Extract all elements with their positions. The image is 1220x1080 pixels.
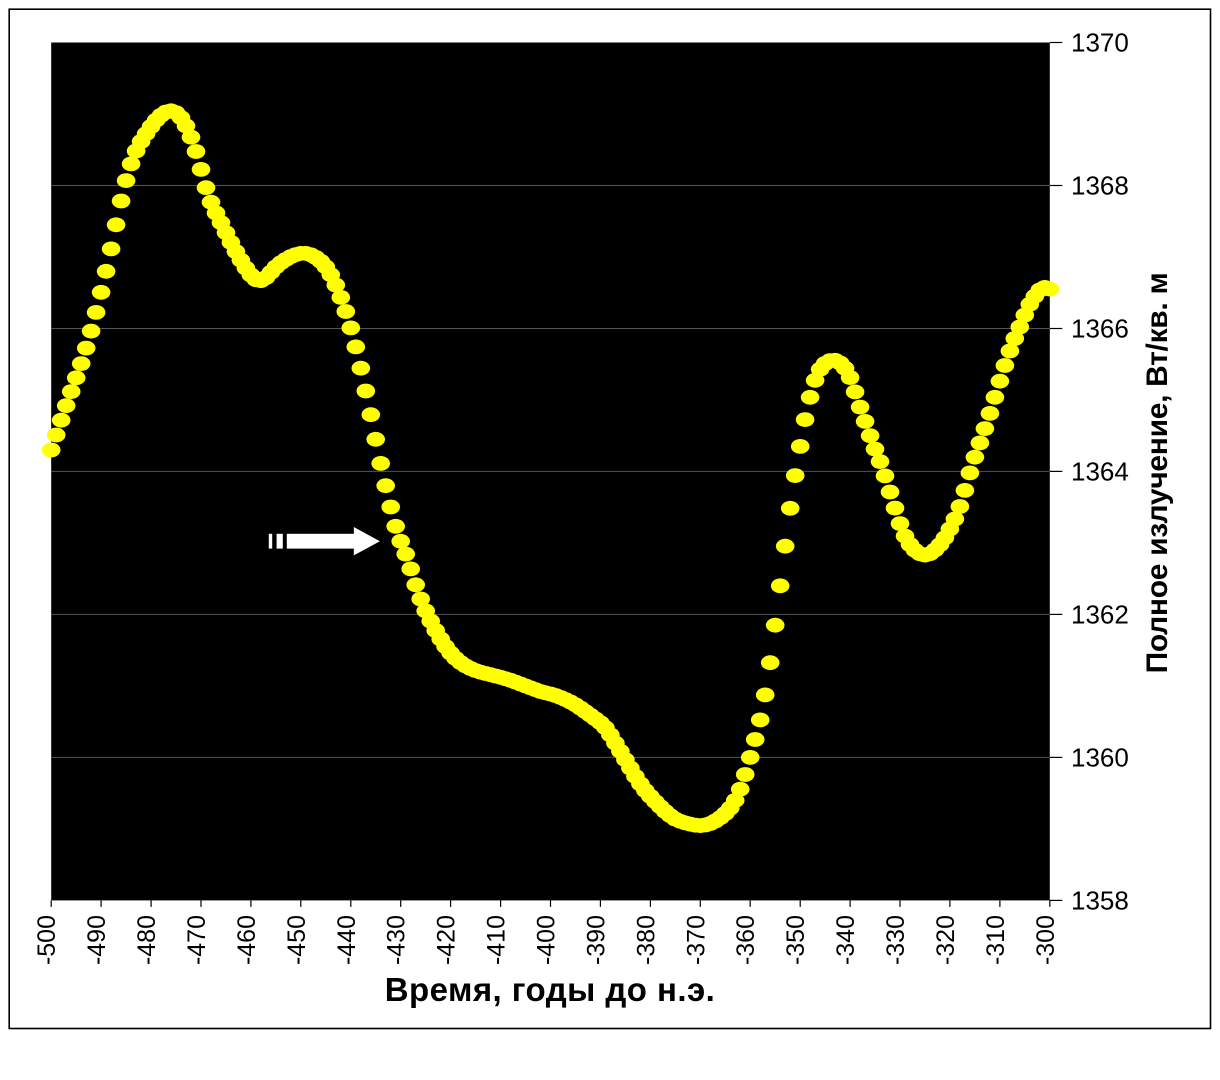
svg-text:-380: -380 (632, 915, 660, 965)
svg-text:-470: -470 (183, 915, 211, 965)
svg-text:-420: -420 (433, 915, 461, 965)
svg-text:1364: 1364 (1071, 456, 1129, 486)
svg-text:-440: -440 (333, 915, 361, 965)
svg-text:1370: 1370 (1071, 28, 1129, 58)
svg-text:-390: -390 (582, 915, 610, 965)
svg-text:-310: -310 (982, 915, 1010, 965)
svg-text:1358: 1358 (1071, 885, 1129, 915)
svg-text:-480: -480 (133, 915, 161, 965)
svg-text:1362: 1362 (1071, 599, 1129, 629)
svg-text:-400: -400 (533, 915, 561, 965)
svg-text:-360: -360 (732, 915, 760, 965)
svg-text:-500: -500 (33, 915, 61, 965)
svg-text:-340: -340 (832, 915, 860, 965)
svg-text:-450: -450 (283, 915, 311, 965)
svg-text:1368: 1368 (1071, 171, 1129, 201)
svg-text:-350: -350 (782, 915, 810, 965)
svg-text:1360: 1360 (1071, 742, 1129, 772)
svg-text:Время, годы до н.э.: Время, годы до н.э. (385, 971, 716, 1008)
svg-text:-320: -320 (932, 915, 960, 965)
svg-text:Полное излучение, Вт/кв. м: Полное излучение, Вт/кв. м (1141, 273, 1174, 674)
svg-text:-460: -460 (233, 915, 261, 965)
svg-text:-430: -430 (383, 915, 411, 965)
svg-text:-490: -490 (83, 915, 111, 965)
svg-text:1366: 1366 (1071, 314, 1129, 344)
svg-text:-410: -410 (483, 915, 511, 965)
svg-text:-330: -330 (882, 915, 910, 965)
svg-text:-300: -300 (1032, 915, 1060, 965)
svg-text:-370: -370 (682, 915, 710, 965)
